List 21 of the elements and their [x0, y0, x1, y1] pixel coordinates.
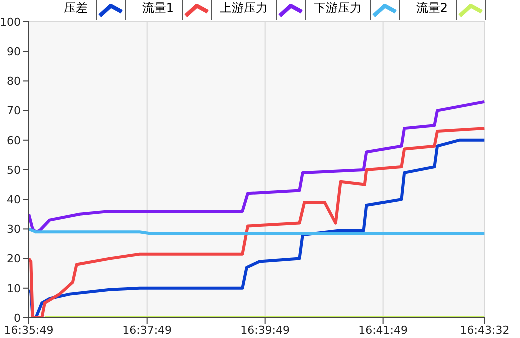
- legend-label: 流量2: [415, 0, 449, 17]
- y-tick-label: 0: [14, 312, 21, 325]
- x-tick-label: 16:35:49: [4, 324, 54, 337]
- x-tick-label: 16:41:49: [358, 324, 408, 337]
- legend-label: 下游压力: [313, 0, 363, 17]
- y-tick-label: 50: [7, 164, 21, 177]
- y-tick-label: 70: [7, 104, 21, 118]
- y-tick-label: 40: [7, 194, 21, 207]
- legend-label: 上游压力: [219, 0, 269, 17]
- x-tick-label: 16:39:49: [240, 324, 290, 337]
- y-tick-label: 80: [7, 75, 21, 88]
- x-tick-label: 16:37:49: [122, 324, 172, 337]
- y-tick-label: 60: [7, 134, 21, 148]
- legend-label: 流量1: [141, 0, 175, 17]
- y-tick-label: 10: [7, 282, 21, 296]
- y-tick-label: 100: [0, 16, 21, 29]
- x-tick-label: 16:43:32: [460, 324, 510, 337]
- legend-label: 压差: [63, 0, 89, 17]
- y-tick-label: 90: [7, 46, 21, 59]
- y-tick-label: 20: [7, 252, 21, 266]
- y-tick-label: 30: [7, 223, 21, 236]
